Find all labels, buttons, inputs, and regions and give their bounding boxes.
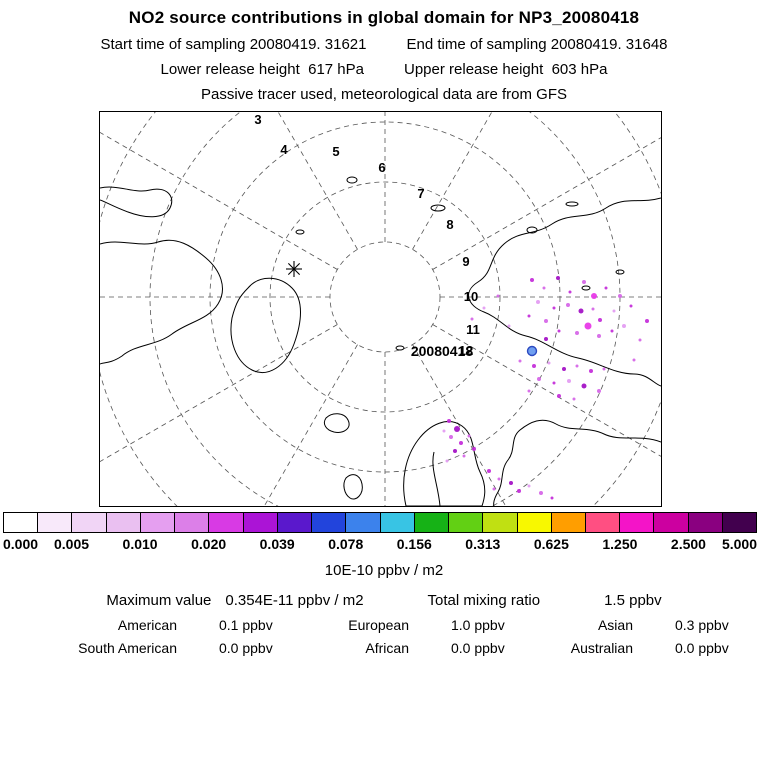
figure: NO2 source contributions in global domai… <box>0 8 768 656</box>
colorbar-cell <box>517 513 552 532</box>
colorbar-tick-label: 0.000 <box>3 536 39 552</box>
sampling-times-line: Start time of sampling 20080419. 31621 E… <box>0 36 768 53</box>
station-marker <box>526 345 538 357</box>
region-name-label: South American <box>78 640 177 656</box>
upper-release-text: Upper release height 603 hPa <box>404 61 608 78</box>
region-name-label: Australian <box>570 640 633 656</box>
colorbar-cell <box>72 513 107 532</box>
svg-text:4: 4 <box>280 142 288 157</box>
region-contributions-table: American 0.1 ppbv European 1.0 ppbv Asian 0.3… <box>25 617 743 656</box>
colorbar-tick-label: 0.039 <box>259 536 295 552</box>
colorbar-cell <box>654 513 689 532</box>
colorbar-tick-label: 0.156 <box>396 536 432 552</box>
colorbar-cell <box>688 513 723 532</box>
colorbar-cell <box>175 513 210 532</box>
svg-text:7: 7 <box>417 186 424 201</box>
colorbar-cell <box>277 513 313 532</box>
max-value-label: Maximum value <box>106 592 212 609</box>
end-time-text: End time of sampling 20080419. 31648 <box>406 36 668 53</box>
tracer-note-line: Passive tracer used, meteorological data… <box>0 86 768 103</box>
colorbar-cell <box>620 513 655 532</box>
colorbar-tick-label: 2.500 <box>670 536 706 552</box>
lower-release-text: Lower release height 617 hPa <box>160 61 364 78</box>
colorbar-tick-label: 1.250 <box>602 536 638 552</box>
svg-text:5: 5 <box>332 144 339 159</box>
colorbar-tick-label: 0.625 <box>533 536 569 552</box>
colorbar-units-label: 10E-10 ppbv / m2 <box>324 562 444 579</box>
summary-stats-line: Maximum value 0.354E-11 ppbv / m2 Total … <box>0 592 768 609</box>
map-date-label: 20080418 <box>411 343 474 359</box>
region-value-label: 0.1 ppbv <box>219 617 273 633</box>
region-name-label: Asian <box>597 617 633 633</box>
colorbar-cells <box>3 512 757 533</box>
svg-text:12: 12 <box>459 343 473 358</box>
colorbar-cell <box>585 513 621 532</box>
svg-text:6: 6 <box>378 160 385 175</box>
release-asterisk-icon <box>286 261 302 277</box>
region-name-label: African <box>365 640 409 656</box>
colorbar-tick-label: 0.313 <box>465 536 501 552</box>
colorbar-tick-label: 5.000 <box>721 536 757 552</box>
plume-dots <box>442 276 649 500</box>
region-value-label: 0.3 ppbv <box>675 617 729 633</box>
colorbar-cell <box>38 513 73 532</box>
colorbar-cell <box>312 513 347 532</box>
release-heights-line: Lower release height 617 hPa Upper relea… <box>0 61 768 78</box>
max-value-text: 0.354E-11 ppbv / m2 <box>225 592 364 609</box>
colorbar-cell <box>380 513 415 532</box>
svg-text:8: 8 <box>446 217 453 232</box>
start-time-text: Start time of sampling 20080419. 31621 <box>100 36 367 53</box>
colorbar-cell <box>243 513 278 532</box>
colorbar-cell <box>483 513 518 532</box>
svg-text:11: 11 <box>466 322 480 337</box>
colorbar-tick-label: 0.078 <box>328 536 364 552</box>
region-name-label: European <box>348 617 409 633</box>
region-value-label: 1.0 ppbv <box>451 617 505 633</box>
region-value-label: 0.0 ppbv <box>675 640 729 656</box>
total-mixing-ratio-value: 1.5 ppbv <box>604 592 662 609</box>
coastlines <box>100 176 661 506</box>
colorbar-cell <box>722 513 757 532</box>
svg-text:3: 3 <box>254 112 261 127</box>
trajectory-labels: 3 4 5 6 7 8 9 10 11 12 <box>254 112 479 358</box>
colorbar-tick-label: 0.020 <box>191 536 227 552</box>
tracer-note-text: Passive tracer used, meteorological data… <box>201 86 567 103</box>
colorbar-cell <box>414 513 450 532</box>
colorbar-tick-labels: 0.000 0.005 0.010 0.020 0.039 0.078 0.156 0.313… <box>3 536 757 554</box>
colorbar-cell <box>140 513 176 532</box>
colorbar-cell <box>106 513 141 532</box>
total-mixing-ratio-label: Total mixing ratio <box>427 592 541 609</box>
colorbar-tick-label: 0.005 <box>54 536 90 552</box>
colorbar-cell <box>209 513 244 532</box>
region-value-label: 0.0 ppbv <box>219 640 273 656</box>
colorbar-cell <box>4 513 39 532</box>
colorbar: 0.000 0.005 0.010 0.020 0.039 0.078 0.156 0.313… <box>3 512 757 554</box>
region-value-label: 0.0 ppbv <box>451 640 505 656</box>
colorbar-cell <box>346 513 381 532</box>
colorbar-cell <box>551 513 586 532</box>
svg-text:9: 9 <box>462 254 469 269</box>
colorbar-cell <box>449 513 484 532</box>
figure-title: NO2 source contributions in global domai… <box>128 8 640 27</box>
region-name-label: American <box>117 617 177 633</box>
colorbar-tick-label: 0.010 <box>122 536 158 552</box>
map-panel: 3 4 5 6 7 8 9 10 11 12 20080418 <box>99 111 662 507</box>
svg-text:10: 10 <box>464 289 478 304</box>
